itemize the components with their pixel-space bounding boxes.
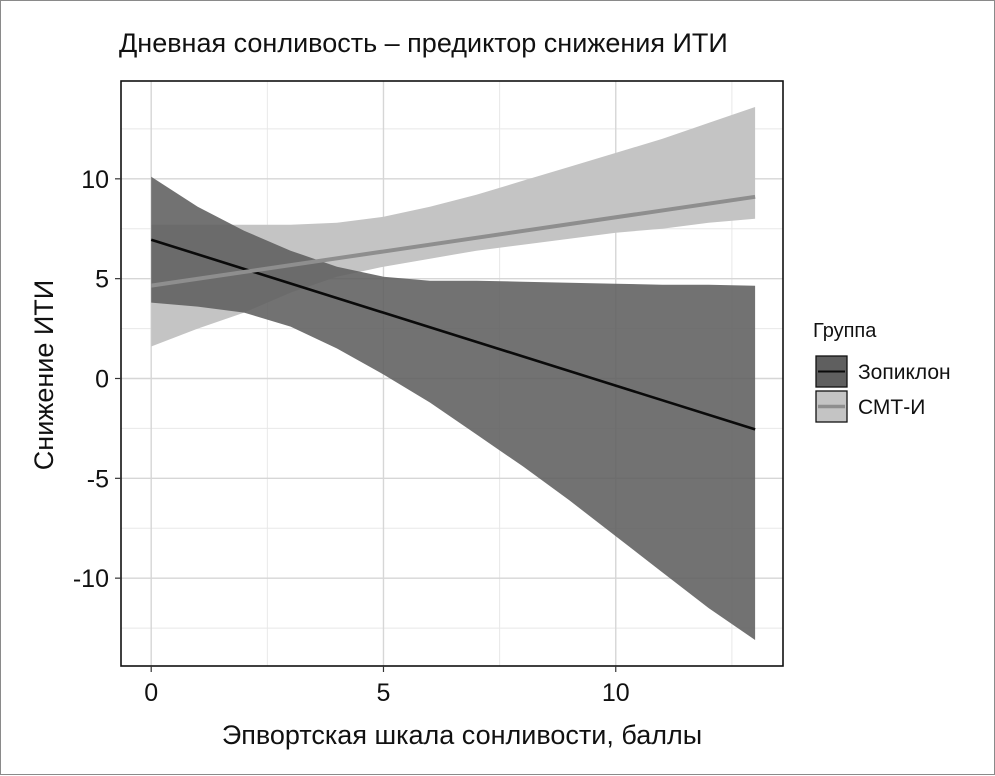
legend-label: СМТ-И (858, 396, 925, 419)
legend-label: Зопиклон (858, 361, 951, 384)
regression-lines (150, 194, 756, 431)
chart-title: Дневная сонливость – предиктор снижения … (119, 28, 728, 58)
y-tick-label: 0 (95, 365, 109, 393)
x-tick-label: 5 (377, 679, 391, 707)
y-tick-label: -5 (87, 465, 109, 493)
x-tick-label: 0 (144, 679, 158, 707)
legend-item-zopiclone: Зопиклон (815, 355, 951, 388)
legend: Группа Зопиклон СМТ-И (813, 320, 951, 423)
regression-line-cbt-i (150, 194, 756, 288)
y-axis-ticks: -10 -5 0 5 10 (73, 166, 121, 593)
x-axis-title: Эпвортская шкала сонливости, баллы (222, 720, 702, 750)
legend-title: Группа (813, 320, 877, 342)
y-axis-title: Снижение ИТИ (29, 280, 59, 470)
legend-item-cbt-i: СМТ-И (815, 390, 925, 423)
panel-border (120, 80, 784, 667)
y-tick-label: 5 (95, 266, 109, 294)
plot-area (120, 80, 784, 667)
legend-items: Зопиклон СМТ-И (815, 355, 951, 423)
x-tick-label: 10 (602, 679, 630, 707)
confidence-band-zopiclone (151, 176, 756, 641)
y-tick-label: -10 (73, 565, 109, 593)
y-tick-label: 10 (81, 166, 109, 194)
x-axis-ticks: 0 5 10 (144, 666, 630, 707)
